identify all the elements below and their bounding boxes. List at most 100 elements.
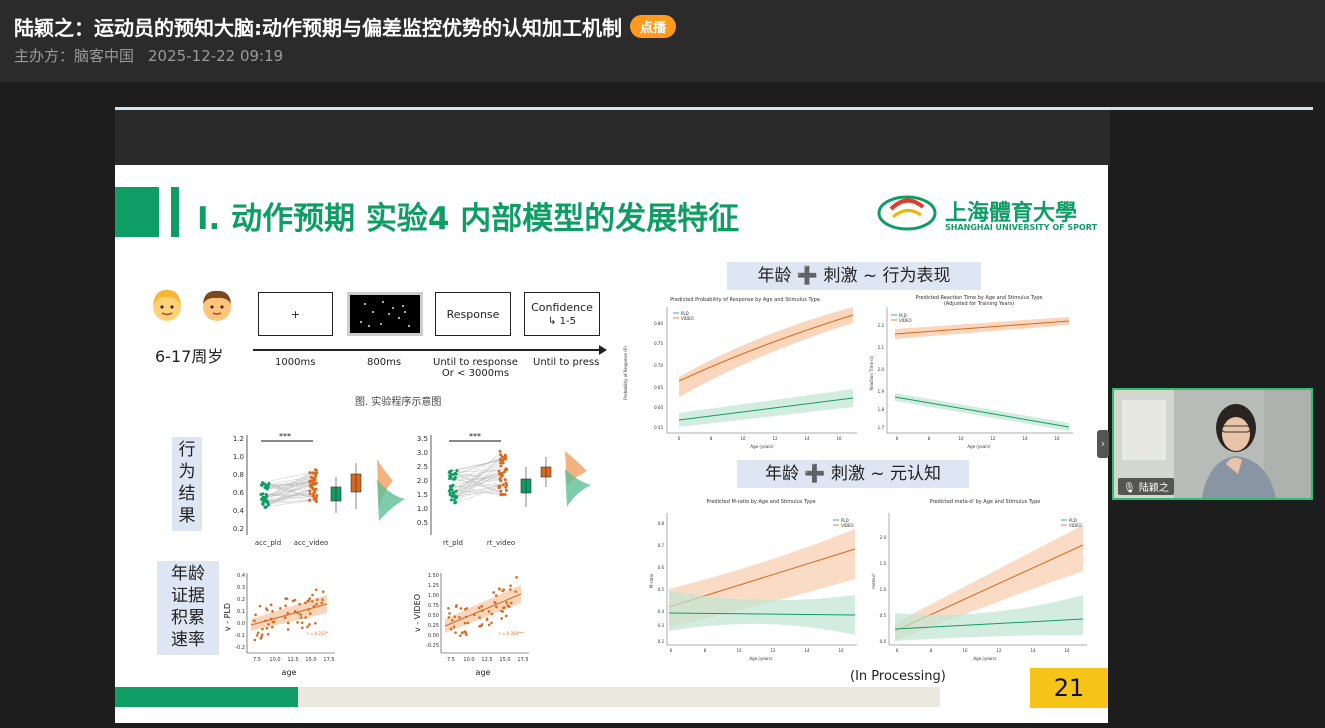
video-point <box>311 482 315 486</box>
age-vvideo-scatter: v - VIDEO 1.50 1.25 1.00 0.75 0.50 0.25 0.00 -0… <box>413 573 529 677</box>
paired-line <box>454 479 501 492</box>
collapse-panel-button[interactable]: › <box>1097 430 1109 458</box>
presentation-slide: I. 动作预期 实验4 内部模型的发展特征 上海體育大學 SHANGHAI UN… <box>115 165 1108 723</box>
video-point <box>308 489 312 493</box>
scatter-point <box>296 611 300 615</box>
replay-badge: 点播 <box>630 15 677 38</box>
scatter-point <box>480 609 484 613</box>
svg-text:16: 16 <box>1054 436 1060 441</box>
scatter-point <box>490 612 494 616</box>
scatter-point <box>449 627 453 631</box>
scatter-point <box>464 615 468 619</box>
svg-text:0.25: 0.25 <box>428 623 439 629</box>
pld-point <box>453 475 457 479</box>
scatter-point <box>493 601 496 604</box>
video-point <box>497 469 501 473</box>
svg-text:0.65: 0.65 <box>654 385 663 390</box>
paired-line <box>450 485 500 496</box>
paired-line <box>265 499 310 508</box>
svg-text:0.5: 0.5 <box>417 519 428 527</box>
svg-text:6: 6 <box>896 436 899 441</box>
scatter-point <box>308 597 312 600</box>
svg-text:-0.25: -0.25 <box>426 643 439 649</box>
confidence-box: Confidence ↳ 1-5 <box>524 292 600 336</box>
video-point <box>504 481 508 485</box>
scatter-point <box>279 607 282 610</box>
paired-line <box>450 459 501 472</box>
timeline-1000: 1000ms <box>275 357 316 368</box>
paired-line <box>453 454 506 494</box>
scatter-point <box>490 621 493 625</box>
scatter-point <box>256 631 260 635</box>
scatter-point <box>307 599 310 602</box>
svg-text:rt_video: rt_video <box>487 539 515 547</box>
svg-text:1.7: 1.7 <box>878 425 885 430</box>
pld-point <box>448 484 452 488</box>
paired-line <box>455 465 502 499</box>
svg-text:acc_video: acc_video <box>294 539 329 547</box>
paired-line <box>454 490 507 497</box>
organizer: 主办方：脑客中国 <box>14 47 135 65</box>
speaker-video-tile[interactable]: 🎙 陆颖之 <box>1112 388 1313 500</box>
video-point <box>499 464 503 468</box>
scatter-point <box>477 606 481 610</box>
scatter-point <box>510 601 513 605</box>
paired-line <box>265 476 312 485</box>
video-point <box>311 479 315 483</box>
svg-text:meta-d': meta-d' <box>871 573 876 588</box>
scatter-point <box>264 619 267 623</box>
svg-text:12: 12 <box>772 436 778 441</box>
pld-point <box>449 498 453 502</box>
svg-text:Predicted meta-d' by Age and S: Predicted meta-d' by Age and Stimulus Ty… <box>930 499 1041 505</box>
confidence-label: Confidence <box>531 301 593 314</box>
fixation-box: + <box>258 292 333 336</box>
video-point <box>314 499 318 503</box>
pld-point <box>265 500 269 504</box>
pld-point <box>264 493 268 497</box>
svg-text:0.75: 0.75 <box>428 603 439 609</box>
svg-text:0.3: 0.3 <box>658 623 665 628</box>
svg-text:Probability of Response (P): Probability of Response (P) <box>623 346 628 400</box>
video-point <box>503 457 507 461</box>
scatter-point <box>308 623 311 626</box>
scatter-point <box>296 621 299 624</box>
svg-text:0.2: 0.2 <box>658 639 665 644</box>
svg-text:Age (years): Age (years) <box>750 444 774 449</box>
svg-text:17.5: 17.5 <box>323 657 334 663</box>
svg-text:0.2: 0.2 <box>233 525 244 533</box>
top-bar: 陆颖之：运动员的预知大脑:动作预期与偏差监控优势的认知加工机制 点播 主办方：脑客… <box>0 0 1325 82</box>
scatter-point <box>458 616 461 619</box>
scatter-point <box>309 612 312 615</box>
svg-text:Age (years): Age (years) <box>967 444 991 449</box>
svg-text:14: 14 <box>804 436 810 441</box>
stimulus-box <box>347 292 423 336</box>
svg-text:acc_pld: acc_pld <box>255 539 281 547</box>
svg-text:2.0: 2.0 <box>880 535 887 540</box>
scatter-point <box>464 631 468 635</box>
scatter-point <box>315 602 318 606</box>
scatter-point <box>500 617 503 620</box>
pld-point <box>451 491 455 495</box>
svg-text:(Adjusted for Training Years): (Adjusted for Training Years) <box>944 301 1014 307</box>
svg-text:1.50: 1.50 <box>428 573 439 579</box>
video-point <box>499 453 503 457</box>
pld-point <box>451 477 455 481</box>
scatter-point <box>265 626 269 630</box>
svg-text:1.0: 1.0 <box>233 453 244 461</box>
title-accent-thin <box>171 187 179 237</box>
scatter-point <box>509 584 512 587</box>
svg-text:VIDEO: VIDEO <box>899 318 912 323</box>
pld-point <box>259 483 263 487</box>
svg-text:17.5: 17.5 <box>517 657 528 663</box>
scatter-point <box>304 601 307 605</box>
scatter-point <box>300 621 304 625</box>
scatter-point <box>448 612 451 615</box>
scatter-point <box>285 597 289 601</box>
speaker-name: 🎙 陆颖之 <box>1118 478 1174 495</box>
video-point <box>501 458 505 462</box>
paired-line <box>266 481 310 507</box>
confidence-scale: ↳ 1-5 <box>548 316 576 327</box>
svg-text:1.9: 1.9 <box>878 389 885 394</box>
scatter-point <box>447 606 450 610</box>
svg-text:1.5: 1.5 <box>417 491 428 499</box>
